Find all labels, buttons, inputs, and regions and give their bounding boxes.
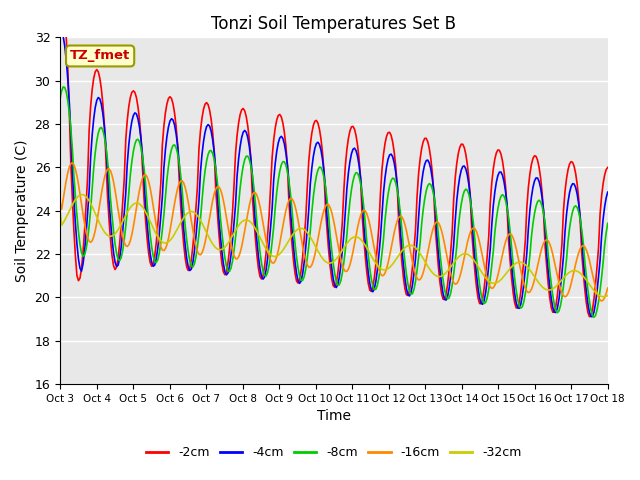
-16cm xyxy=(221,205,228,211)
-32cm xyxy=(575,269,582,275)
Line: -32cm: -32cm xyxy=(60,194,608,297)
-16cm xyxy=(248,192,256,198)
-16cm xyxy=(298,235,305,240)
-16cm xyxy=(575,250,582,255)
-2cm xyxy=(220,269,227,275)
-8cm xyxy=(604,220,612,226)
-32cm xyxy=(221,244,228,250)
-16cm xyxy=(239,236,247,242)
-2cm xyxy=(296,276,303,282)
-2cm xyxy=(124,117,131,123)
-16cm xyxy=(604,285,612,291)
-8cm xyxy=(590,314,598,320)
-16cm xyxy=(56,199,64,205)
Line: -2cm: -2cm xyxy=(60,0,608,317)
-32cm xyxy=(248,221,256,227)
-4cm xyxy=(296,280,303,286)
-4cm xyxy=(247,156,255,161)
-2cm xyxy=(247,155,255,161)
Line: -16cm: -16cm xyxy=(60,163,608,301)
-2cm xyxy=(238,107,246,113)
-8cm xyxy=(221,255,228,261)
-8cm xyxy=(239,163,247,169)
-4cm xyxy=(238,135,246,141)
-8cm xyxy=(298,277,305,283)
-4cm xyxy=(587,314,595,320)
-4cm xyxy=(573,191,581,197)
-8cm xyxy=(60,84,67,90)
-2cm xyxy=(573,181,581,187)
-4cm xyxy=(56,28,64,34)
Title: Tonzi Soil Temperatures Set B: Tonzi Soil Temperatures Set B xyxy=(211,15,456,33)
-32cm xyxy=(56,208,64,214)
-4cm xyxy=(604,189,612,195)
-32cm xyxy=(77,192,85,197)
Line: -4cm: -4cm xyxy=(60,31,608,317)
-4cm xyxy=(220,261,227,266)
X-axis label: Time: Time xyxy=(317,409,351,423)
-32cm xyxy=(604,293,612,299)
-32cm xyxy=(239,218,247,224)
Line: -8cm: -8cm xyxy=(60,87,608,317)
-8cm xyxy=(575,209,582,215)
Text: TZ_fmet: TZ_fmet xyxy=(70,49,131,62)
-2cm xyxy=(586,314,593,320)
-2cm xyxy=(604,165,612,170)
-32cm xyxy=(125,207,132,213)
Legend: -2cm, -4cm, -8cm, -16cm, -32cm: -2cm, -4cm, -8cm, -16cm, -32cm xyxy=(141,442,527,465)
-16cm xyxy=(125,242,132,248)
-8cm xyxy=(56,96,64,101)
-16cm xyxy=(68,160,76,166)
-32cm xyxy=(599,294,607,300)
-16cm xyxy=(598,298,605,304)
-8cm xyxy=(125,190,132,196)
-32cm xyxy=(298,226,305,231)
Y-axis label: Soil Temperature (C): Soil Temperature (C) xyxy=(15,139,29,282)
-4cm xyxy=(124,161,131,167)
-8cm xyxy=(248,172,256,178)
